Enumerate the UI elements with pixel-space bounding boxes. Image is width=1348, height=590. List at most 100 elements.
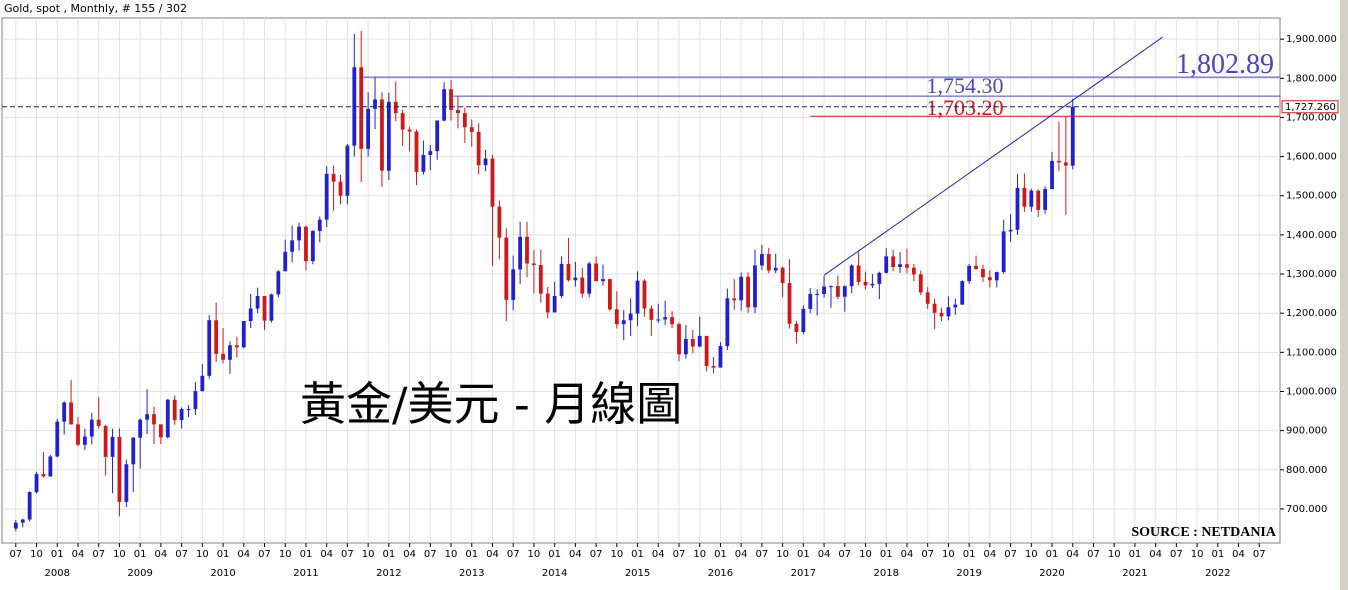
x-tick-label: 04 [320,549,333,560]
candle-body [435,120,440,152]
x-tick-label: 01 [51,549,64,560]
candle-body [981,268,985,278]
y-tick-label: 1,000.000 [1286,386,1337,397]
candle-body [635,280,640,314]
candle-body [580,277,585,294]
x-tick-label: 04 [1232,549,1245,560]
x-tick-label: 04 [155,549,168,560]
candle-body [1036,190,1041,210]
candle-body [829,286,833,288]
candle-body [179,409,184,421]
y-tick-label: 700.000 [1286,504,1327,515]
candle-body [317,219,322,231]
candle-body [421,155,426,172]
candle-body [248,308,253,322]
x-tick-label: 04 [486,549,499,560]
candle-body [165,399,170,438]
x-tick-label: 07 [838,549,851,560]
y-tick-label: 1,700.000 [1286,112,1337,123]
candle-body [200,375,205,392]
level-label: 1,754.30 [927,73,1004,98]
x-tick-label: 04 [983,549,996,560]
candle-body [82,436,87,445]
candle-body [753,265,757,308]
candle-body [780,267,785,284]
candle-body [407,129,412,132]
candle-body [138,419,143,438]
candle-body [822,286,826,295]
candle-body [221,353,225,360]
candle-body [386,101,391,171]
candle-body [27,492,32,520]
y-tick-label: 1,600.000 [1286,152,1337,163]
candle-body [642,280,647,309]
candle-body [967,265,972,282]
x-tick-label: 10 [610,549,623,560]
candle-body [525,236,529,264]
candle-body [566,263,571,281]
candle-body [310,230,315,262]
x-tick-label: 01 [217,549,230,560]
x-tick-label: 04 [72,549,85,560]
year-label: 2019 [956,568,981,579]
candle-body [172,399,177,421]
candle-body [884,256,889,273]
candle-body [656,319,661,321]
candle-body [670,317,674,325]
candle-body [939,312,944,317]
candle-body [13,522,18,529]
candle-body [925,292,930,304]
candle-body [649,308,654,320]
candle-body [228,345,232,360]
candle-body [677,324,681,355]
x-tick-label: 10 [942,549,955,560]
candle-body [456,110,460,114]
candle-body [338,181,343,196]
candle-body [870,283,875,286]
candle-body [628,313,633,321]
x-tick-label: 07 [9,549,22,560]
candle-body [34,474,39,493]
candle-body [428,151,433,156]
x-tick-label: 10 [1025,549,1038,560]
annotation: 黃金/美元 - 月線圖 [300,377,682,431]
candle-body [532,263,536,266]
x-tick-label: 01 [1129,549,1142,560]
x-tick-label: 01 [134,549,147,560]
x-tick-label: 07 [590,549,603,560]
candle-body [110,436,115,457]
candle-body [324,173,329,220]
candle-body [808,294,813,309]
candle-body [711,366,716,368]
candle-body [932,303,937,313]
candle-body [48,456,53,477]
candle-body [145,414,149,420]
candle-body [469,127,474,132]
x-tick-label: 01 [797,549,810,560]
x-tick-label: 07 [507,549,520,560]
x-tick-label: 01 [963,549,976,560]
candle-body [41,474,46,477]
year-label: 2013 [459,568,484,579]
candle-body [290,240,295,252]
year-label: 2018 [874,568,899,579]
candle-body [1057,160,1061,163]
year-label: 2008 [45,568,70,579]
x-tick-label: 07 [673,549,686,560]
x-tick-label: 01 [1046,549,1059,560]
candle-body [898,264,902,267]
candle-body [614,309,619,325]
candle-body [552,295,557,313]
x-tick-label: 04 [1066,549,1079,560]
trend-line [823,36,1163,276]
candle-body [214,320,219,354]
x-tick-label: 10 [113,549,126,560]
candle-body [801,308,806,332]
candle-body [1022,187,1027,207]
year-label: 2012 [376,568,401,579]
candle-body [269,294,274,321]
x-tick-label: 07 [175,549,188,560]
candle-body [1015,187,1020,230]
candle-body [946,307,951,317]
x-tick-label: 10 [196,549,209,560]
